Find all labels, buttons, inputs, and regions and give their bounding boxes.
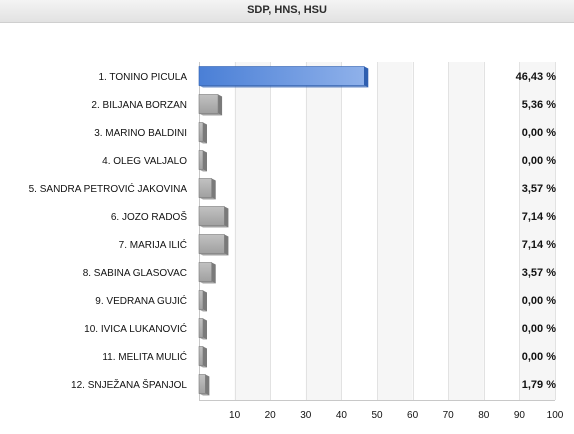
category-label: 7. MARIJA ILIĆ bbox=[119, 238, 187, 251]
bar bbox=[198, 374, 206, 394]
category-label: 5. SANDRA PETROVIĆ JAKOVINA bbox=[29, 182, 188, 195]
category-label: 3. MARINO BALDINI bbox=[94, 128, 187, 139]
chart-title: SDP, HNS, HSU bbox=[247, 4, 327, 16]
bar-side bbox=[203, 290, 207, 312]
category-label: 2. BILJANA BORZAN bbox=[91, 100, 187, 111]
x-tick-label: 20 bbox=[265, 410, 277, 421]
value-label: 7,14 % bbox=[522, 211, 556, 223]
bar-side bbox=[203, 150, 207, 172]
value-label: 46,43 % bbox=[516, 71, 557, 83]
grid-band bbox=[448, 62, 484, 400]
bar bbox=[198, 234, 225, 254]
bar-bottom bbox=[199, 365, 207, 368]
bar bbox=[198, 150, 204, 170]
category-label: 6. JOZO RADOŠ bbox=[111, 210, 187, 223]
grid-band bbox=[234, 62, 271, 400]
value-label: 0,00 % bbox=[522, 351, 556, 363]
grid-band bbox=[305, 62, 342, 400]
bar-bottom bbox=[199, 337, 207, 340]
category-label: 10. IVICA LUKANOVIĆ bbox=[84, 322, 187, 335]
bar-side bbox=[211, 262, 216, 284]
bar-side bbox=[218, 94, 223, 116]
value-label: 3,57 % bbox=[522, 183, 556, 195]
bar-bottom bbox=[199, 253, 229, 256]
bar-bottom bbox=[199, 225, 229, 228]
x-tick-label: 70 bbox=[443, 410, 455, 421]
x-tick-label: 80 bbox=[478, 410, 490, 421]
grid-band bbox=[377, 62, 413, 400]
x-tick-label: 40 bbox=[336, 410, 348, 421]
bar-bottom bbox=[199, 309, 207, 312]
category-label: 9. VEDRANA GUJIĆ bbox=[95, 294, 187, 307]
x-tick-label: 50 bbox=[371, 410, 383, 421]
category-label: 4. OLEG VALJALO bbox=[102, 156, 187, 167]
value-label: 0,00 % bbox=[522, 155, 556, 167]
value-label: 5,36 % bbox=[522, 99, 556, 111]
bar bbox=[198, 94, 219, 114]
bar-bottom bbox=[199, 169, 207, 172]
value-label: 0,00 % bbox=[522, 323, 556, 335]
bar bbox=[198, 318, 204, 338]
bar-bottom bbox=[199, 393, 210, 396]
bar-side bbox=[203, 122, 207, 144]
bar bbox=[198, 262, 213, 282]
x-tick-label: 90 bbox=[514, 410, 526, 421]
bar-side bbox=[203, 318, 207, 340]
bar bbox=[198, 178, 213, 198]
category-label: 1. TONINO PICULA bbox=[98, 72, 187, 83]
category-label: 8. SABINA GLASOVAC bbox=[83, 268, 187, 279]
bar-bottom bbox=[199, 141, 207, 144]
chart-header: SDP, HNS, HSU bbox=[0, 0, 574, 23]
bar-side bbox=[211, 178, 216, 200]
bar-highlight bbox=[198, 66, 365, 86]
category-label: 11. MELITA MULIĆ bbox=[102, 350, 187, 363]
bar-side bbox=[205, 374, 210, 396]
bar bbox=[198, 346, 204, 366]
bar-bottom bbox=[199, 281, 216, 284]
bar-side bbox=[364, 66, 369, 88]
bar-side bbox=[224, 206, 229, 228]
bar-side bbox=[224, 234, 229, 256]
bar bbox=[198, 206, 225, 226]
bar-bottom bbox=[199, 85, 369, 88]
bar-bottom bbox=[199, 113, 223, 116]
value-label: 0,00 % bbox=[522, 127, 556, 139]
bar-bottom bbox=[199, 197, 216, 200]
value-label: 1,79 % bbox=[522, 379, 556, 391]
x-tick-label: 100 bbox=[547, 410, 564, 421]
grid-band bbox=[519, 62, 555, 400]
bar bbox=[198, 122, 204, 142]
bar bbox=[198, 290, 204, 310]
value-label: 0,00 % bbox=[522, 295, 556, 307]
x-tick-label: 30 bbox=[300, 410, 312, 421]
category-label: 12. SNJEŽANA ŠPANJOL bbox=[71, 378, 187, 391]
x-tick-label: 10 bbox=[229, 410, 241, 421]
bar-side bbox=[203, 346, 207, 368]
x-tick-label: 60 bbox=[407, 410, 419, 421]
value-label: 7,14 % bbox=[522, 239, 556, 251]
value-label: 3,57 % bbox=[522, 267, 556, 279]
